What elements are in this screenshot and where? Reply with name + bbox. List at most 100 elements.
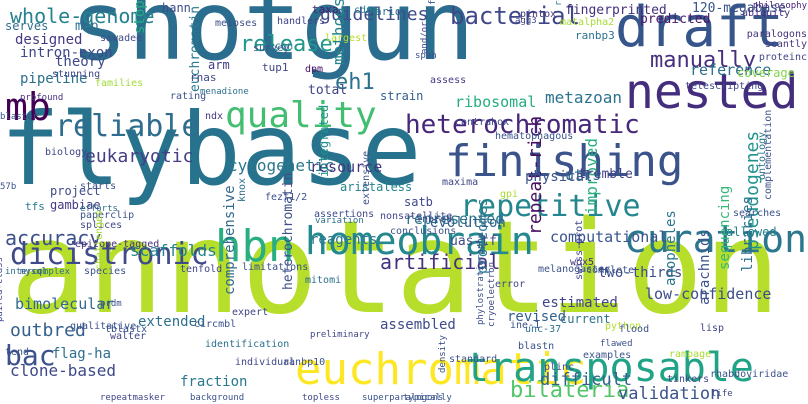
word-manually: manually <box>650 48 756 73</box>
word-flybase: flybase <box>0 91 422 208</box>
word-arid: arid <box>375 5 402 18</box>
word-extensive: extensive <box>361 150 372 205</box>
word-fezf1-2: fezf1/2 <box>265 192 308 203</box>
word-accuracy: accuracy <box>5 226 102 250</box>
word-fingerprinted: fingerprinted <box>565 3 667 18</box>
word-density: density <box>438 335 448 373</box>
word-ribosomal: ribosomal <box>455 93 537 111</box>
word-prdm: prdm <box>100 299 122 309</box>
word-variation: variation <box>315 216 364 226</box>
word-dpm: dpm <box>305 64 324 75</box>
word-hann: hann <box>162 1 191 15</box>
word-frequency: frequency <box>428 0 438 5</box>
word-challenges: challenges <box>94 209 105 270</box>
word-span: span <box>415 51 437 61</box>
word-species: species <box>84 266 127 277</box>
word-dicistronic: dicistronic <box>10 237 209 272</box>
word-draft: draft <box>615 0 784 60</box>
word-arm: arm <box>208 58 230 72</box>
word-bac: bac <box>5 339 56 372</box>
word-nested: nested <box>625 64 799 120</box>
word-represented: represented <box>405 210 505 228</box>
word-blaster: blaster <box>0 112 38 122</box>
word-bimolecular: bimolecular <box>15 295 115 313</box>
word-flag-ha: flag-ha <box>52 346 112 362</box>
word-handlers: handlers <box>277 16 326 27</box>
word-read-through: read-through <box>554 0 564 6</box>
word-intron-exon: intron-exon <box>20 45 113 61</box>
word-survey: survey <box>253 43 290 54</box>
word-integrated: integrated <box>317 104 331 177</box>
word-release: release <box>240 32 333 57</box>
word-stop-codon: stop-codon <box>132 0 148 34</box>
word-57b: 57b <box>0 182 17 192</box>
word-quality: quality <box>225 95 377 136</box>
word-taxa: taxa <box>312 3 339 16</box>
word-contrahox: contrahox <box>455 117 510 128</box>
word-artificial: artificial <box>380 250 501 274</box>
word-ranbp3: ranbp3 <box>575 29 615 42</box>
word-circmbl: circmbl <box>194 319 237 330</box>
word-typically: typically <box>403 393 452 403</box>
word-ine-1: ine-1 <box>510 320 541 331</box>
word-sawadee: sawadee <box>100 33 143 44</box>
word-rampage: rampage <box>669 349 712 360</box>
word-scantly: scantly <box>764 39 807 50</box>
word-physical: physical <box>525 169 593 185</box>
word-mysql: mysql <box>20 267 48 277</box>
word-evolution: evolution <box>430 215 506 231</box>
word-tup1: tup1 <box>262 61 289 74</box>
word-ubiquity: ubiquity <box>742 8 791 19</box>
word-coverage: coverage <box>737 66 795 80</box>
word-unc-37: unc-37 <box>525 324 562 335</box>
word-finishing: finishing <box>445 136 684 187</box>
word-total: total <box>308 83 348 98</box>
word-bacterial: bacterial <box>450 2 581 30</box>
word-comprehensive: comprehensive <box>222 185 238 295</box>
word-eukaryotic: eukaryotic <box>85 146 194 167</box>
word-and-or: and/or <box>420 21 430 54</box>
word-recon: recon <box>263 41 294 52</box>
word-hematophagous: hematophagous <box>495 131 574 142</box>
word-efforts: efforts <box>80 204 118 214</box>
word-tinkers: tinkers <box>667 374 710 385</box>
word-aristaless: aristaless <box>340 180 413 194</box>
word-outbred: outbred <box>10 320 86 341</box>
word-preliminary: preliminary <box>310 330 370 340</box>
word-telescripting: telescripting <box>685 81 764 92</box>
word-rhabdoviridae: rhabdoviridae <box>710 369 789 380</box>
word-reagents: reagents <box>310 232 378 248</box>
word-python: python <box>605 321 642 332</box>
word-mb: mb <box>5 85 51 129</box>
word-cryoelectron: cryoelectron <box>487 261 497 327</box>
word-strain: strain <box>380 89 424 103</box>
word-designed: designed <box>15 32 83 48</box>
word-melanogaster: melanogaster <box>538 264 611 275</box>
word-wox5: wox5 <box>570 257 595 268</box>
word-knox: knox <box>237 177 248 202</box>
word-paired-class: paired-class <box>0 256 5 322</box>
word-flawed: flawed <box>600 339 633 349</box>
word-gambiae: gambiae <box>50 198 101 212</box>
word-computational: computational <box>550 228 668 246</box>
word-starts: starts <box>80 181 117 192</box>
word-paralogons: paralogons <box>746 29 807 40</box>
word-qualitative: qualitative <box>70 321 137 332</box>
word-conclusions: conclusions <box>390 226 457 237</box>
word-resource: resource <box>310 158 383 176</box>
word-ndx: ndx <box>205 111 224 122</box>
word-stunning: stunning <box>52 69 101 80</box>
word-nonsatellite: nonsatellite <box>380 211 453 222</box>
word-reliable: reliable <box>55 109 200 144</box>
word-repeatmasker: repeatmasker <box>100 393 166 403</box>
word-complete: -complete <box>580 265 635 276</box>
word-cdna: cdna <box>354 5 379 16</box>
word-annotation: annotation <box>10 194 781 343</box>
word-error: error <box>495 279 526 290</box>
word-homeobrain: homeobrain <box>305 219 534 263</box>
word-cytogenetic: cytogenetic <box>228 156 334 175</box>
word-clone-based: clone-based <box>10 361 116 380</box>
word-splices: splices <box>80 220 123 231</box>
word-bilateria: bilateria <box>510 378 630 403</box>
